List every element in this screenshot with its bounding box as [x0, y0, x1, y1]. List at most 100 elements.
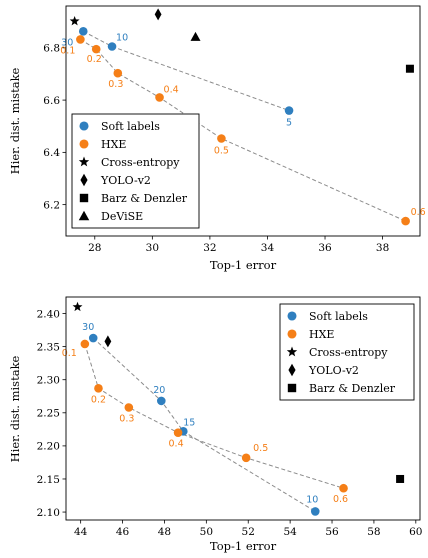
legend-label: Cross-entropy: [101, 156, 180, 169]
point-label-soft-labels: 30: [61, 37, 73, 48]
point-label-soft-labels: 30: [82, 322, 94, 333]
y-tick-label: 2.30: [37, 375, 60, 387]
point-yolo-v2: [154, 8, 162, 21]
point-label-hxe: 0.3: [108, 79, 123, 90]
point-hxe: [94, 384, 103, 393]
legend-marker-hxe: [287, 329, 297, 339]
plot-frame: [65, 5, 421, 237]
legend: Soft labels HXE Cross-entropy YOLO-v2 Barz &…: [71, 113, 200, 229]
point-soft-labels: [157, 396, 166, 406]
y-tick-label: 6.4: [43, 147, 60, 159]
x-tick-label: 52: [242, 526, 255, 538]
point-hxe: [80, 339, 90, 349]
legend-marker-barz-denzler: [287, 383, 297, 393]
y-tick-label: 6.2: [43, 199, 60, 211]
point-label-hxe: 0.5: [253, 443, 268, 454]
point-hxe: [339, 483, 348, 493]
y-axis-label: Hier. dist. mistake: [8, 67, 22, 174]
legend-box: [279, 303, 415, 401]
x-tick-label: 30: [146, 242, 159, 254]
y-tick-label: 6.8: [43, 43, 60, 55]
legend-label: Soft labels: [309, 310, 368, 323]
point-label-hxe: 0.5: [214, 146, 229, 157]
y-tick-label: 2.10: [37, 507, 60, 519]
legend-label: DeViSE: [101, 210, 143, 223]
legend-label: Soft labels: [101, 120, 160, 133]
legend-label: Cross-entropy: [309, 346, 388, 359]
y-tick-label: 2.35: [37, 341, 60, 353]
point-hxe: [76, 35, 85, 44]
legend-marker-cross-entropy: [286, 346, 298, 357]
x-tick-label: 46: [116, 526, 130, 538]
legend-label: Barz & Denzler: [309, 382, 396, 395]
legend-label: YOLO-v2: [308, 364, 359, 377]
point-hxe: [173, 428, 183, 437]
legend-marker-yolo-v2: [80, 173, 88, 187]
y-tick-label: 2.25: [37, 408, 60, 420]
point-soft-labels: [284, 106, 294, 115]
chart-panel-1: 28 30 32 34 36 38 6.2 6.4 6.6 6.8 Top-1 error Hier.…: [8, 5, 426, 272]
point-yolo-v2: [104, 335, 112, 348]
legend-marker-hxe: [79, 139, 89, 149]
point-hxe: [401, 216, 410, 226]
point-hxe: [217, 134, 226, 143]
point-hxe: [155, 93, 164, 102]
x-axis-label: Top-1 error: [210, 539, 277, 553]
point-label-hxe: 0.4: [169, 439, 184, 450]
x-tick-label: 36: [318, 242, 332, 254]
point-label-hxe: 0.6: [411, 207, 426, 218]
point-soft-labels: [310, 507, 320, 516]
point-label-soft-labels: 20: [153, 385, 165, 396]
chart-panel-2: 44 46 48 50 52 54 56 58 60 2.10 2.15 2.20 2.25 2.30 2.…: [8, 296, 422, 553]
x-tick-label: 54: [283, 526, 297, 538]
legend-label: YOLO-v2: [100, 174, 151, 187]
legend-label: HXE: [309, 328, 334, 341]
y-tick-label: 2.15: [37, 474, 60, 486]
point-label-hxe: 0.2: [91, 394, 106, 405]
legend-marker-yolo-v2: [288, 363, 296, 377]
point-label-hxe: 0.6: [333, 494, 348, 505]
x-tick-label: 44: [74, 526, 88, 538]
point-cross-entropy: [72, 301, 83, 312]
x-tick-label: 38: [376, 242, 389, 254]
x-tick-label: 56: [325, 526, 339, 538]
point-hxe: [91, 44, 101, 54]
point-soft-labels: [88, 333, 98, 343]
legend-marker-cross-entropy: [78, 156, 90, 167]
point-barz-denzler: [396, 474, 405, 483]
legend-marker-devise: [78, 210, 90, 221]
y-tick-label: 2.20: [37, 441, 60, 453]
x-axis-label: Top-1 error: [210, 258, 277, 272]
series-line-soft-labels: [92, 337, 316, 512]
point-hxe: [241, 453, 251, 463]
plot-frame: [65, 296, 421, 521]
point-label-soft-labels: 10: [116, 33, 128, 44]
legend-marker-soft-labels: [287, 311, 297, 321]
legend: Soft labels HXE Cross-entropy YOLO-v2 Barz &…: [279, 303, 415, 401]
y-axis-label: Hier. dist. mistake: [8, 355, 22, 462]
legend-marker-soft-labels: [79, 121, 89, 131]
x-tick-label: 34: [261, 242, 275, 254]
point-label-soft-labels: 15: [183, 417, 195, 428]
point-label-soft-labels: 5: [286, 118, 292, 129]
x-tick-label: 48: [158, 526, 171, 538]
legend-label: Barz & Denzler: [101, 192, 188, 205]
legend-marker-barz-denzler: [79, 193, 89, 203]
point-hxe: [113, 68, 123, 78]
y-tick-label: 6.6: [43, 95, 60, 107]
point-label-hxe: 0.3: [119, 414, 134, 425]
point-barz-denzler: [405, 64, 414, 73]
x-tick-label: 50: [200, 526, 213, 538]
y-tick-label: 2.40: [37, 308, 60, 320]
point-hxe: [124, 403, 134, 412]
x-tick-label: 32: [203, 242, 216, 254]
point-devise: [190, 31, 201, 41]
legend-box: [71, 113, 200, 229]
point-label-soft-labels: 10: [306, 494, 318, 505]
point-label-hxe: 0.1: [62, 348, 77, 359]
point-label-hxe: 0.4: [164, 84, 179, 95]
point-label-hxe: 0.1: [60, 45, 75, 56]
point-soft-labels: [78, 27, 88, 36]
x-tick-label: 58: [367, 526, 380, 538]
